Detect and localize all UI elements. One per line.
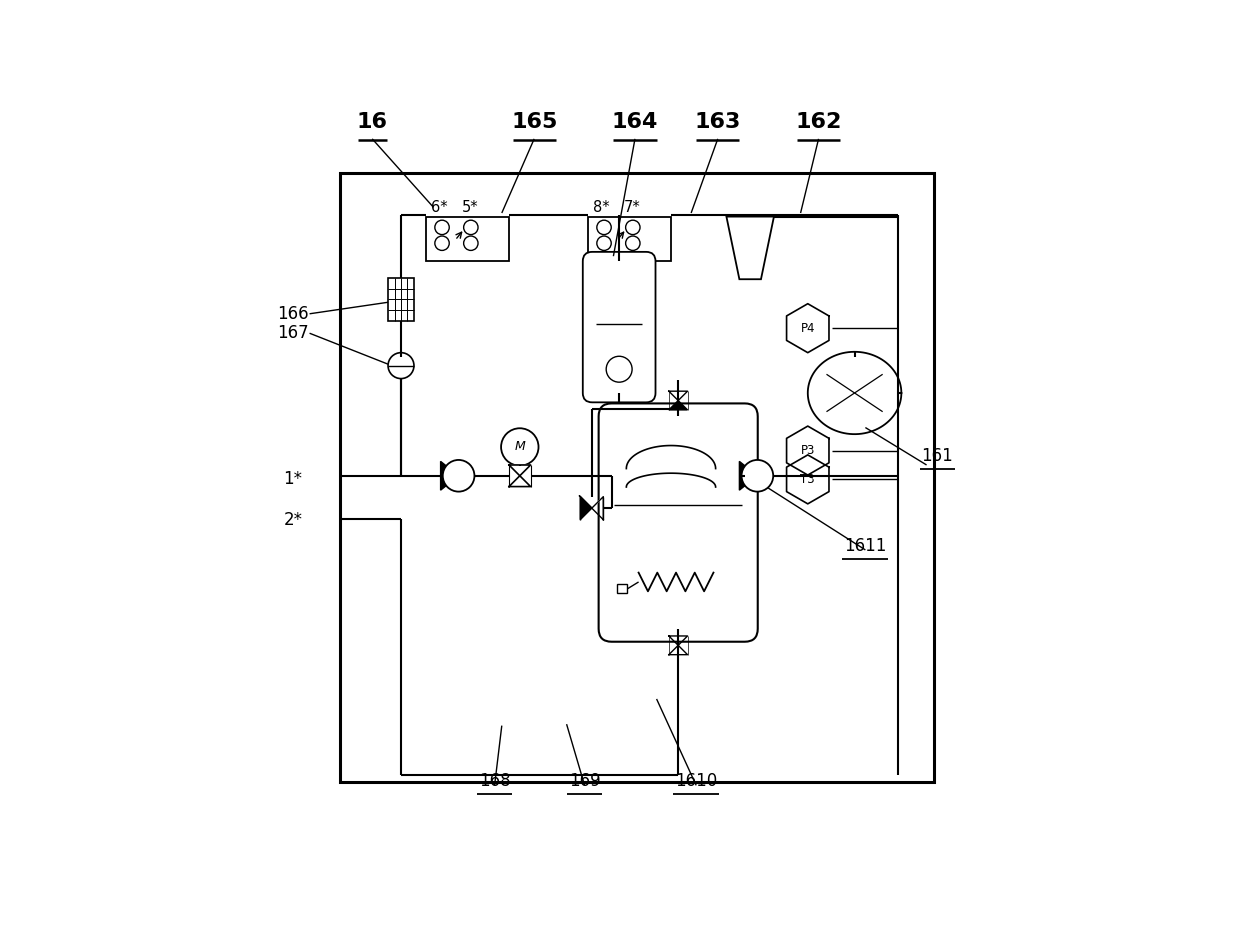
Polygon shape: [669, 400, 688, 410]
Polygon shape: [441, 461, 458, 490]
FancyBboxPatch shape: [582, 252, 655, 402]
Text: 16: 16: [357, 112, 388, 133]
Text: T3: T3: [800, 473, 815, 486]
Text: 1*: 1*: [284, 470, 302, 488]
Polygon shape: [592, 496, 605, 509]
Text: 168: 168: [478, 772, 510, 790]
Polygon shape: [580, 496, 592, 509]
Text: 7*: 7*: [623, 200, 641, 215]
Text: 2*: 2*: [284, 511, 302, 529]
Bar: [617, 584, 627, 594]
Bar: [388, 278, 414, 321]
Text: 8*: 8*: [592, 200, 610, 215]
Text: 169: 169: [569, 772, 601, 790]
Bar: [589, 217, 672, 261]
Text: 5*: 5*: [462, 200, 478, 215]
Text: 163: 163: [695, 112, 741, 133]
Circle shape: [501, 428, 539, 466]
Text: 162: 162: [795, 112, 841, 133]
Circle shape: [741, 460, 773, 492]
Text: M: M: [514, 440, 525, 453]
Text: 1610: 1610: [675, 772, 717, 790]
Text: 6*: 6*: [431, 200, 447, 215]
Polygon shape: [740, 461, 757, 490]
Circle shape: [442, 460, 475, 492]
Polygon shape: [726, 217, 774, 280]
Bar: [426, 217, 509, 261]
Text: 166: 166: [278, 305, 309, 323]
Circle shape: [388, 352, 414, 379]
Polygon shape: [580, 496, 592, 520]
Bar: [339, 173, 934, 782]
Text: 161: 161: [922, 447, 953, 465]
Text: P3: P3: [800, 444, 815, 457]
Polygon shape: [509, 476, 530, 486]
FancyBboxPatch shape: [598, 403, 758, 641]
Text: 1611: 1611: [844, 537, 887, 555]
Text: 167: 167: [278, 324, 309, 342]
Text: 164: 164: [612, 112, 658, 133]
Text: 165: 165: [510, 112, 558, 133]
Text: P4: P4: [800, 322, 815, 335]
Polygon shape: [509, 465, 530, 476]
